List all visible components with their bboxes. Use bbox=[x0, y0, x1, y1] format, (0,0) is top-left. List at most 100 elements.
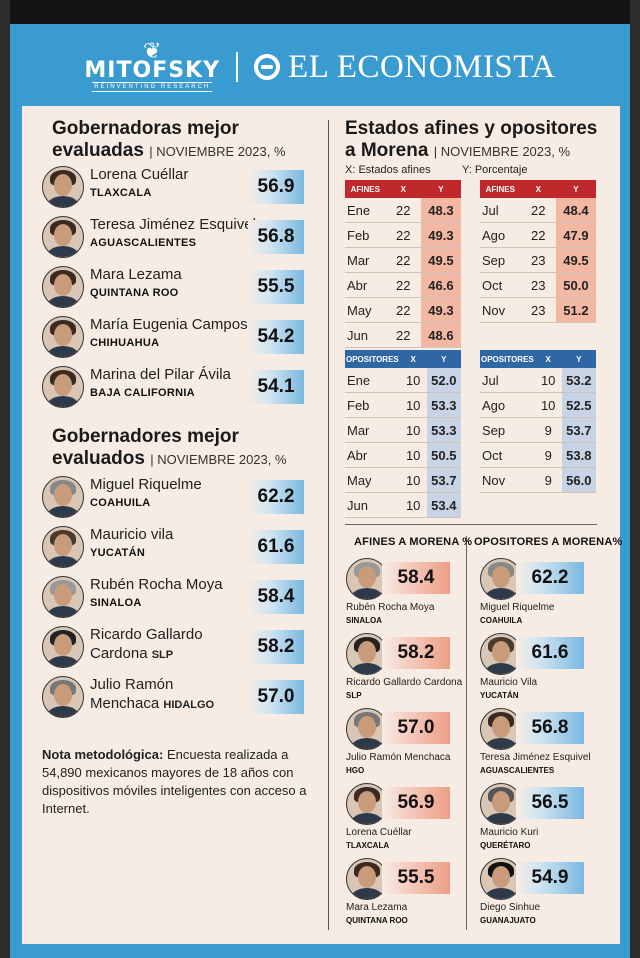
governor-state: YUCATÁN bbox=[90, 547, 146, 559]
table-cell: 49.3 bbox=[420, 297, 461, 323]
table-cell: Oct bbox=[480, 442, 535, 468]
y-legend: Y: Porcentaje bbox=[462, 164, 528, 176]
governor-state: SLP bbox=[151, 649, 174, 661]
table-row: Feb 22 49.3 bbox=[345, 222, 461, 248]
table-cell: 23 bbox=[520, 272, 556, 298]
portrait-shape bbox=[351, 738, 383, 749]
table-cell: 50.5 bbox=[426, 442, 461, 468]
table-cell: 50.0 bbox=[555, 272, 596, 298]
col-header: AFINES bbox=[345, 180, 386, 198]
x-legend: X: Estados afines bbox=[345, 164, 431, 176]
opositores-state: AGUASCALIENTES bbox=[480, 766, 555, 775]
table-row: Feb 10 53.3 bbox=[345, 392, 461, 418]
table-cell: 56.0 bbox=[561, 467, 596, 493]
portrait-shape bbox=[47, 196, 79, 207]
afines-state: TLAXCALA bbox=[346, 841, 390, 850]
table-row: Abr 10 50.5 bbox=[345, 442, 461, 468]
portrait-shape bbox=[54, 374, 72, 396]
note-label: Nota metodológica: bbox=[42, 747, 164, 762]
table-cell: 53.2 bbox=[561, 368, 596, 393]
table-cell: 53.7 bbox=[426, 467, 461, 493]
portrait-shape bbox=[358, 791, 376, 813]
note-text: Encuesta realizada a 54,890 mexicanos ma… bbox=[42, 747, 307, 816]
col-header: Y bbox=[426, 350, 461, 368]
governor-score: 58.4 bbox=[248, 580, 304, 614]
table-cell: Nov bbox=[480, 297, 521, 323]
estados-subtitle: NOVIEMBRE 2023, % bbox=[440, 144, 571, 159]
portrait-shape bbox=[54, 274, 72, 296]
governor-score: 56.8 bbox=[248, 220, 304, 254]
avatar bbox=[42, 316, 84, 358]
table-cell: 22 bbox=[385, 272, 421, 298]
governor-state: SINALOA bbox=[90, 597, 142, 609]
portrait-shape bbox=[47, 296, 79, 307]
gobernadores-title-line1: Gobernadores mejor bbox=[52, 426, 239, 447]
governor-card: Marina del Pilar Ávila BAJA CALIFORNIA 5… bbox=[42, 366, 304, 410]
governor-name-line2: Cardona SLP bbox=[90, 645, 173, 664]
opositores-name: Miguel Riquelme bbox=[480, 602, 555, 613]
afines-score: 58.2 bbox=[382, 637, 450, 669]
avatar bbox=[42, 476, 84, 518]
governor-state: TLAXCALA bbox=[90, 187, 152, 199]
table-row: Ago 22 47.9 bbox=[480, 222, 596, 248]
table-cell: 23 bbox=[520, 297, 556, 323]
table-cell: Jul bbox=[480, 198, 521, 223]
avatar bbox=[480, 708, 522, 750]
table-cell: Feb bbox=[345, 222, 386, 248]
estados-title: Estados afines y opositores a Morena | N… bbox=[345, 118, 598, 161]
governor-card: Ricardo Gallardo Cardona SLP 58.2 bbox=[42, 626, 304, 670]
table-row: Ene 10 52.0 bbox=[345, 368, 461, 393]
table-cell: Sep bbox=[480, 247, 521, 273]
table-cell: 52.0 bbox=[426, 368, 461, 393]
opositores-state: GUANAJUATO bbox=[480, 916, 536, 925]
afines-table-right: AFINES X Y Jul 22 48.4 Ago 22 47.9 Sep 23 49.5… bbox=[480, 180, 596, 323]
col-header: AFINES bbox=[480, 180, 521, 198]
table-row: Abr 22 46.6 bbox=[345, 272, 461, 298]
table-row: Mar 22 49.5 bbox=[345, 247, 461, 273]
table-cell: 48.6 bbox=[420, 322, 461, 348]
avatar bbox=[42, 526, 84, 568]
governor-card: Mara Lezama QUINTANA ROO 55.5 bbox=[42, 266, 304, 310]
governor-card: Rubén Rocha Moya SINALOA 58.4 bbox=[42, 576, 304, 620]
opositores-name: Diego Sinhue bbox=[480, 902, 541, 913]
portrait-shape bbox=[54, 324, 72, 346]
opositores-state: YUCATÁN bbox=[480, 691, 519, 700]
opositores-card: 61.6 Mauricio Vila YUCATÁN bbox=[478, 631, 598, 705]
afines-card: 55.5 Mara Lezama QUINTANA ROO bbox=[344, 856, 464, 930]
opositores-morena-title: OPOSITORES A MORENA% bbox=[474, 536, 623, 548]
table-cell: 53.8 bbox=[561, 442, 596, 468]
portrait-shape bbox=[485, 888, 517, 899]
table-cell: 49.3 bbox=[420, 222, 461, 248]
opositores-score: 56.5 bbox=[516, 787, 584, 819]
afines-name: Lorena Cuéllar bbox=[346, 827, 412, 838]
table-cell: 49.5 bbox=[420, 247, 461, 273]
governor-card: Julio Ramón Menchaca HIDALGO 57.0 bbox=[42, 676, 304, 720]
table-row: Sep 23 49.5 bbox=[480, 247, 596, 273]
table-cell: Oct bbox=[480, 272, 521, 298]
table-cell: 22 bbox=[385, 247, 421, 273]
table-cell: 49.5 bbox=[555, 247, 596, 273]
portrait-shape bbox=[54, 224, 72, 246]
table-cell: 48.3 bbox=[420, 198, 461, 223]
governor-name: Ricardo Gallardo bbox=[90, 626, 203, 643]
table-cell: 22 bbox=[385, 198, 421, 223]
governor-name: Teresa Jiménez Esquivel bbox=[90, 216, 256, 233]
governor-name: María Eugenia Campos bbox=[90, 316, 248, 333]
portrait-shape bbox=[485, 663, 517, 674]
table-row: Ago 10 52.5 bbox=[480, 392, 596, 418]
governor-name-second: Menchaca bbox=[90, 695, 160, 712]
table-row: Jun 10 53.4 bbox=[345, 492, 461, 518]
governor-score: 56.9 bbox=[248, 170, 304, 204]
methodology-note: Nota metodológica: Encuesta realizada a … bbox=[42, 746, 312, 818]
table-cell: 53.3 bbox=[426, 392, 461, 418]
portrait-shape bbox=[358, 566, 376, 588]
afines-name: Rubén Rocha Moya bbox=[346, 602, 435, 613]
afines-card: 57.0 Julio Ramón Menchaca HGO bbox=[344, 706, 464, 780]
opositores-card: 54.9 Diego Sinhue GUANAJUATO bbox=[478, 856, 598, 930]
portrait-shape bbox=[492, 866, 510, 888]
col-header: X bbox=[520, 180, 556, 198]
portrait-shape bbox=[47, 556, 79, 567]
table-cell: May bbox=[345, 297, 386, 323]
governor-name: Miguel Riquelme bbox=[90, 476, 202, 493]
morena-column-divider bbox=[466, 536, 467, 930]
